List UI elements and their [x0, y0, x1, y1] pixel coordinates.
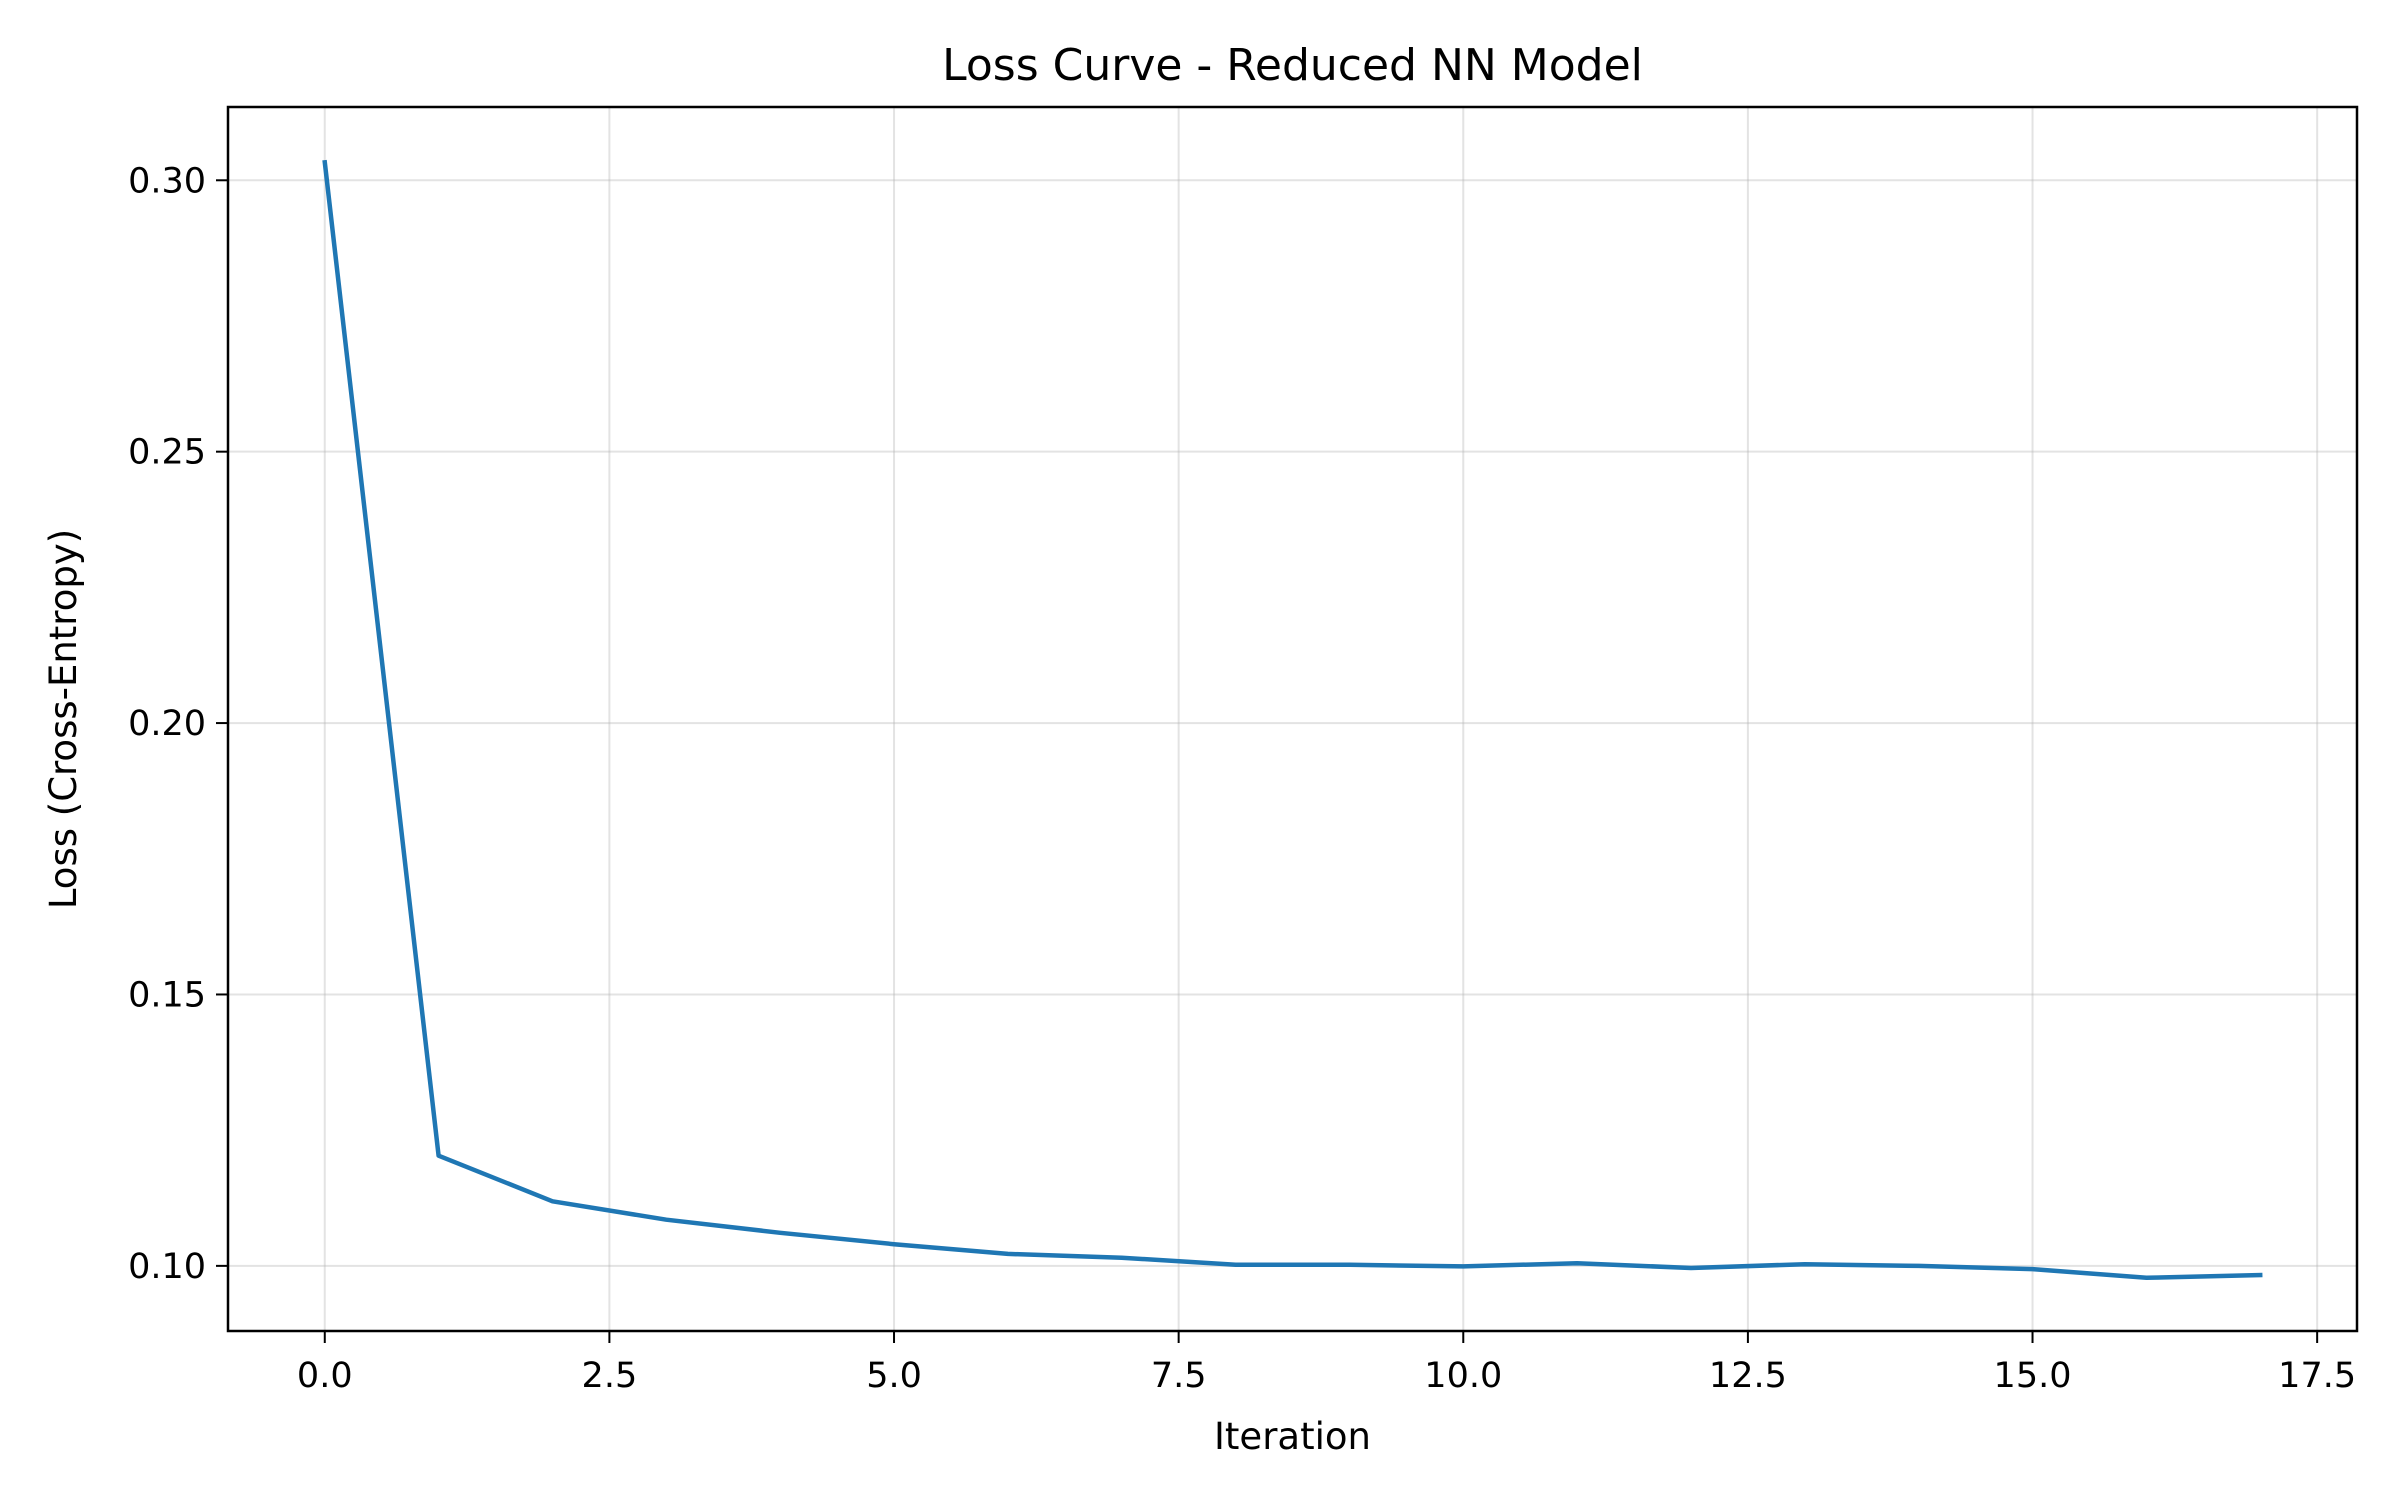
x-tick-label: 12.5 — [1709, 1356, 1787, 1396]
y-tick-label: 0.30 — [128, 161, 206, 201]
x-tick-label: 7.5 — [1151, 1356, 1207, 1396]
x-tick-label: 17.5 — [2278, 1356, 2356, 1396]
y-tick-label: 0.20 — [128, 704, 206, 744]
x-tick-label: 2.5 — [582, 1356, 638, 1396]
series-layer — [322, 159, 2263, 1281]
y-tick-label: 0.15 — [128, 975, 206, 1015]
ticks: 0.0 2.5 5.0 7.5 10.0 12.5 15.0 17.5 0.10 0.15 0.20… — [128, 161, 2356, 1396]
x-tick-label: 5.0 — [866, 1356, 922, 1396]
y-axis-label: Loss (Cross-Entropy) — [42, 529, 85, 909]
y-tick-label: 0.10 — [128, 1247, 206, 1287]
plot-frame — [226, 105, 2359, 1333]
loss-series-line — [322, 159, 2263, 1281]
x-axis-label: Iteration — [1214, 1415, 1371, 1458]
x-tick-label: 10.0 — [1424, 1356, 1502, 1396]
x-tick-label: 0.0 — [297, 1356, 353, 1396]
chart-title: Loss Curve - Reduced NN Model — [942, 40, 1643, 91]
grid-lines — [228, 107, 2357, 1331]
y-tick-label: 0.25 — [128, 433, 206, 473]
x-tick-label: 15.0 — [1994, 1356, 2072, 1396]
